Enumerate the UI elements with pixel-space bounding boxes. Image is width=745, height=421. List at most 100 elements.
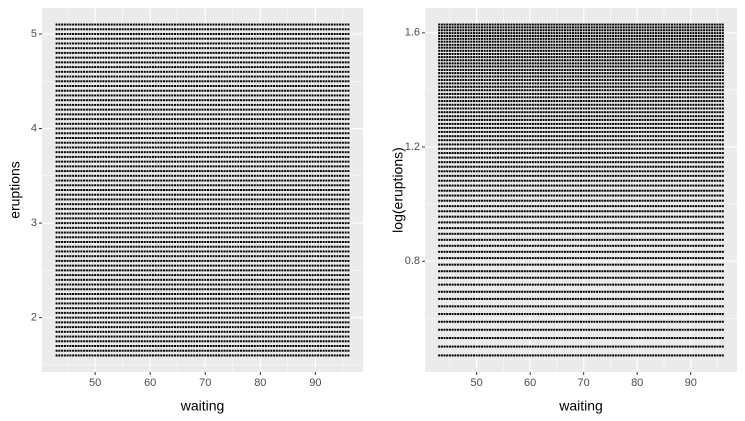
- point: [121, 354, 124, 357]
- point: [245, 193, 248, 196]
- point: [281, 189, 284, 191]
- point: [127, 354, 130, 357]
- point: [69, 311, 72, 314]
- point: [328, 193, 331, 196]
- point: [165, 321, 168, 324]
- point: [157, 179, 160, 182]
- point: [218, 274, 221, 277]
- point: [275, 151, 278, 154]
- point: [61, 217, 64, 220]
- point: [55, 155, 58, 158]
- point: [308, 264, 311, 267]
- point: [240, 335, 243, 338]
- point: [118, 297, 121, 300]
- point: [165, 222, 168, 225]
- point: [237, 269, 240, 272]
- point: [311, 326, 314, 329]
- point: [204, 297, 207, 300]
- point: [281, 174, 284, 177]
- point: [140, 146, 143, 149]
- point: [198, 226, 201, 229]
- point: [157, 189, 160, 191]
- point: [116, 217, 119, 220]
- point: [267, 222, 270, 225]
- point: [256, 307, 259, 310]
- point: [215, 174, 218, 177]
- point: [140, 203, 143, 206]
- point: [330, 340, 333, 343]
- point: [80, 217, 83, 220]
- point: [314, 274, 317, 277]
- point: [85, 321, 88, 324]
- point: [105, 345, 108, 347]
- point: [88, 198, 91, 201]
- point: [63, 307, 66, 310]
- point: [218, 193, 221, 196]
- point: [55, 349, 58, 352]
- point: [190, 226, 193, 229]
- point: [143, 335, 146, 338]
- point: [204, 170, 207, 173]
- point: [187, 217, 190, 220]
- point: [300, 326, 303, 329]
- point: [116, 170, 119, 173]
- point: [223, 222, 226, 225]
- point: [85, 283, 88, 286]
- point: [190, 321, 193, 324]
- point: [341, 165, 344, 168]
- point: [154, 217, 157, 220]
- point: [63, 302, 66, 305]
- point: [333, 193, 336, 196]
- point: [245, 255, 248, 258]
- point: [270, 170, 273, 173]
- point: [184, 250, 187, 253]
- point: [245, 184, 248, 187]
- point: [231, 217, 234, 220]
- point: [85, 203, 88, 206]
- point: [295, 330, 298, 333]
- point: [259, 189, 262, 191]
- point: [77, 340, 80, 343]
- point: [234, 255, 237, 258]
- point: [160, 326, 163, 329]
- point: [168, 250, 171, 253]
- point: [157, 316, 160, 319]
- point: [129, 259, 132, 262]
- point: [85, 241, 88, 243]
- point: [118, 212, 121, 215]
- point: [308, 326, 311, 329]
- point: [262, 170, 265, 173]
- point: [195, 354, 198, 357]
- point: [162, 259, 165, 262]
- point: [85, 231, 88, 234]
- point: [176, 160, 179, 163]
- point: [184, 259, 187, 262]
- point: [317, 274, 320, 277]
- point: [262, 283, 265, 286]
- point: [242, 335, 245, 338]
- point: [251, 330, 254, 333]
- point: [105, 283, 108, 286]
- point: [284, 245, 287, 248]
- point: [311, 269, 314, 272]
- point: [273, 189, 276, 191]
- point: [138, 316, 141, 319]
- point: [116, 330, 119, 333]
- point: [77, 297, 80, 300]
- point: [182, 217, 185, 220]
- point: [207, 326, 210, 329]
- point: [184, 354, 187, 357]
- point: [297, 203, 300, 206]
- point: [218, 326, 221, 329]
- point: [317, 193, 320, 196]
- point: [88, 207, 91, 210]
- point: [215, 155, 218, 158]
- point: [121, 307, 124, 310]
- point: [85, 302, 88, 305]
- point: [110, 259, 113, 262]
- point: [264, 288, 267, 291]
- point: [91, 179, 94, 182]
- point: [193, 321, 196, 324]
- point: [281, 307, 284, 310]
- point: [187, 174, 190, 177]
